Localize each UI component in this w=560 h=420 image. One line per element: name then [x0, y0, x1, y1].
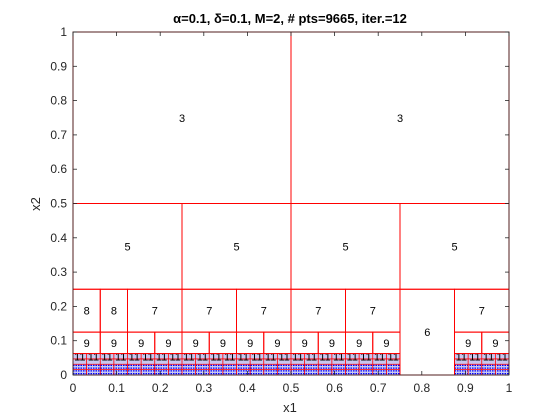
band-cell-label: 11: [74, 352, 85, 364]
cell-label: 7: [315, 306, 321, 318]
cell-label: 7: [370, 306, 376, 318]
band-cell-label: 11: [456, 352, 467, 364]
band-cell-label: 11: [496, 352, 507, 364]
cell-label: 7: [206, 306, 212, 318]
band-cell-label: 11: [197, 352, 208, 364]
band-cell-label: 11: [319, 352, 330, 364]
cell-label: 9: [302, 338, 308, 350]
band-cell-label: 11: [265, 352, 276, 364]
cell-label: 5: [233, 241, 239, 253]
x-tick-label: 0.5: [283, 381, 300, 395]
cell-label: 9: [220, 338, 226, 350]
band-cell-label: 11: [169, 352, 180, 364]
band-cell-label: 11: [306, 352, 317, 364]
x-tick-label: 0.4: [239, 381, 256, 395]
y-tick-label: 0.1: [50, 334, 67, 348]
y-axis-label: x2: [28, 197, 43, 211]
x-tick-label: 0.3: [195, 381, 212, 395]
x-axis-label: x1: [283, 400, 297, 415]
y-tick-label: 0.4: [50, 231, 67, 245]
band-cell-label: 11: [292, 352, 303, 364]
band-cell-label: 11: [483, 352, 494, 364]
cell-label: 7: [261, 306, 267, 318]
y-tick-label: 1: [60, 25, 67, 39]
band-cell-label: 11: [129, 352, 140, 364]
cell-label: 7: [479, 306, 485, 318]
x-tick-label: 0.8: [413, 381, 430, 395]
cell-label: 9: [247, 338, 253, 350]
plot-area: 11 11 11 11 11 11 11 11 11 11 11 11 11 11 11 11 11 11 11 11…: [50, 25, 512, 395]
cell-label: 9: [138, 338, 144, 350]
chart-title: α=0.1, δ=0.1, M=2, # pts=9665, iter.=12: [173, 11, 407, 26]
band-cell-label: 11: [88, 352, 99, 364]
x-tick-label: 0: [70, 381, 77, 395]
band-cell-label: 11: [387, 352, 398, 364]
band-cell-label: 11: [142, 352, 153, 364]
cell-label: 3: [397, 113, 403, 125]
band-cell-label: 11: [333, 352, 344, 364]
cell-label: 5: [451, 241, 457, 253]
cell-label: 7: [152, 306, 158, 318]
band-cell-label: 11: [115, 352, 126, 364]
cell-label: 9: [274, 338, 280, 350]
cell-label: 9: [329, 338, 335, 350]
cell-label: 8: [84, 306, 90, 318]
band-cell-label: 11: [251, 352, 262, 364]
y-tick-label: 0.3: [50, 265, 67, 279]
cell-label: 3: [179, 113, 185, 125]
cell-label: 9: [383, 338, 389, 350]
band-cell-label: 11: [224, 352, 235, 364]
x-tick-label: 0.1: [108, 381, 125, 395]
band-cell-label: 11: [210, 352, 221, 364]
band-cell-label: 11: [469, 352, 480, 364]
cell-label: 8: [111, 306, 117, 318]
cell-label: 9: [492, 338, 498, 350]
band-cell-label: 11: [238, 352, 249, 364]
partition-cell: [372, 331, 401, 355]
x-tick-label: 0.7: [370, 381, 387, 395]
cell-label: 5: [342, 241, 348, 253]
band-cell-label: 11: [101, 352, 112, 364]
y-tick-label: 0.7: [50, 128, 67, 142]
x-tick-label: 1: [506, 381, 513, 395]
y-tick-label: 0.8: [50, 94, 67, 108]
x-tick-label: 0.9: [457, 381, 474, 395]
cell-label: 9: [111, 338, 117, 350]
band-cell-label: 11: [347, 352, 358, 364]
y-tick-label: 0.5: [50, 197, 67, 211]
cell-label: 9: [193, 338, 199, 350]
band-cell-label: 11: [360, 352, 371, 364]
band-cell-label: 11: [156, 352, 167, 364]
cell-label: 9: [165, 338, 171, 350]
cell-label: 9: [84, 338, 90, 350]
y-tick-label: 0.2: [50, 299, 67, 313]
cell-label: 5: [124, 241, 130, 253]
cell-label: 6: [424, 327, 430, 339]
x-tick-label: 0.2: [152, 381, 169, 395]
band-cell-label: 11: [374, 352, 385, 364]
y-tick-label: 0.6: [50, 162, 67, 176]
cell-label: 9: [356, 338, 362, 350]
y-tick-label: 0.9: [50, 59, 67, 73]
cell-label: 9: [465, 338, 471, 350]
band-cell-label: 11: [183, 352, 194, 364]
x-tick-label: 0.6: [326, 381, 343, 395]
y-tick-label: 0: [60, 368, 67, 382]
band-cell-label: 11: [278, 352, 289, 364]
